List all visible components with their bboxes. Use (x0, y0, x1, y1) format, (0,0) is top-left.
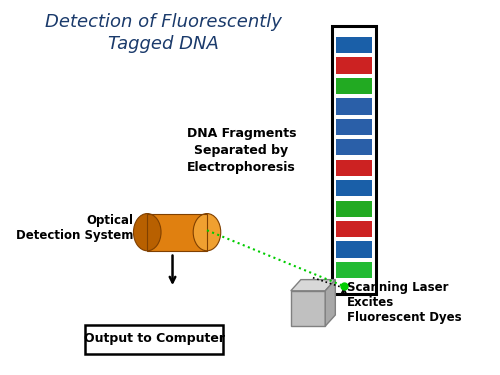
Bar (336, 242, 372, 258)
Polygon shape (325, 280, 336, 326)
Text: Output to Computer: Output to Computer (84, 332, 224, 345)
Text: DNA Fragments
Separated by
Electrophoresis: DNA Fragments Separated by Electrophores… (186, 127, 296, 174)
Polygon shape (291, 280, 336, 291)
Bar (336, 118, 372, 135)
Text: Detection of Fluorescently
Tagged DNA: Detection of Fluorescently Tagged DNA (45, 12, 282, 53)
Bar (336, 262, 372, 278)
Bar (336, 139, 372, 156)
Bar (148, 213, 207, 251)
FancyBboxPatch shape (86, 325, 223, 354)
Bar (336, 78, 372, 94)
Bar (332, 26, 376, 294)
Bar (148, 213, 207, 251)
Text: Optical
Detection System: Optical Detection System (16, 214, 134, 243)
Bar (336, 201, 372, 217)
Ellipse shape (193, 213, 220, 251)
Bar (336, 98, 372, 114)
Bar (336, 221, 372, 237)
Bar (291, 291, 325, 326)
Text: Scanning Laser
Excites
Fluorescent Dyes: Scanning Laser Excites Fluorescent Dyes (347, 281, 462, 324)
Bar (336, 180, 372, 196)
Bar (336, 160, 372, 176)
Bar (336, 37, 372, 53)
Bar (336, 57, 372, 74)
Ellipse shape (134, 213, 161, 251)
